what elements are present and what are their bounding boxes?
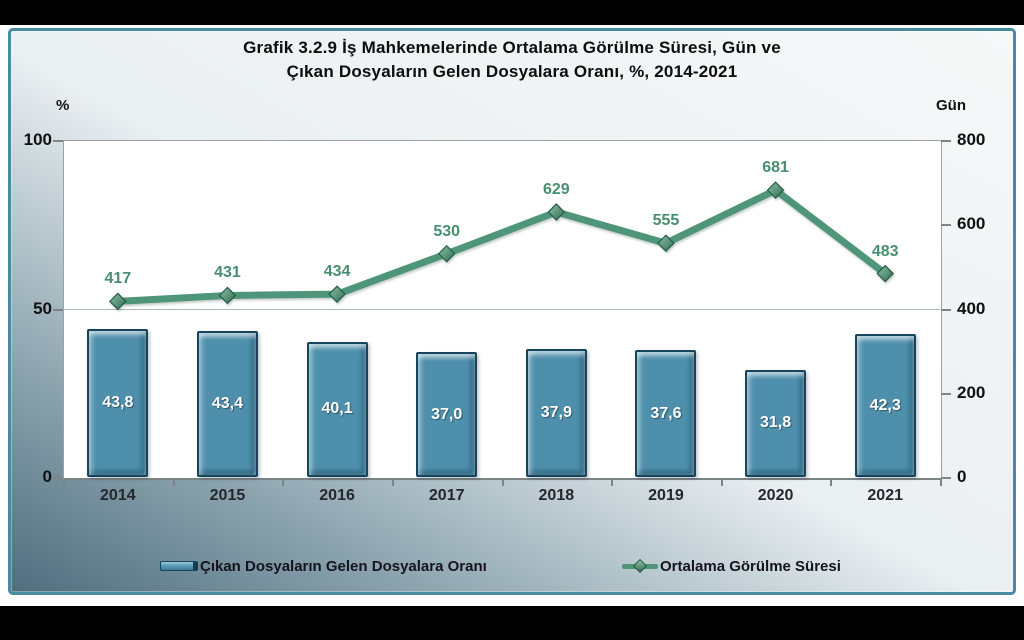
right-axis-tick-label-800: 800 — [957, 130, 986, 149]
x-axis-label-2020: 2020 — [757, 487, 794, 504]
x-axis-tick-0 — [63, 479, 65, 486]
x-axis-label-2021: 2021 — [867, 487, 903, 504]
line-value-label-2015: 431 — [214, 264, 241, 282]
bar-2019 — [635, 350, 697, 477]
line-value-label-2016: 434 — [323, 263, 351, 281]
bar-2021 — [854, 334, 916, 477]
bar-series-legend-icon — [160, 561, 198, 571]
right-axis-tick-200 — [941, 392, 951, 395]
x-axis-label-2016: 2016 — [319, 487, 355, 504]
x-axis-tick-8 — [940, 479, 942, 486]
right-axis-tick-0 — [941, 477, 951, 479]
bar-value-label-2017: 37,0 — [431, 405, 463, 423]
left-axis-tick-label-100: 100 — [23, 130, 52, 149]
left-axis-tick-label-50: 50 — [33, 298, 52, 318]
bar-value-label-2014: 43,8 — [102, 394, 134, 412]
line-marker-2014 — [108, 292, 127, 311]
x-axis-tick-7 — [830, 479, 833, 486]
legend-item-bars: Çıkan Dosyaların Gelen Dosyalara Oranı — [160, 556, 487, 576]
bar-2015 — [196, 330, 258, 477]
chart-title-line1: Grafik 3.2.9 İş Mahkemelerinde Ortalama … — [243, 38, 781, 57]
x-axis-tick-1 — [172, 479, 175, 486]
x-axis-tick-3 — [391, 479, 394, 486]
left-axis-tick-0 — [53, 477, 63, 479]
x-axis-tick-4 — [501, 479, 504, 486]
line-marker-2015 — [218, 286, 237, 305]
legend-label-bars: Çıkan Dosyaların Gelen Dosyalara Oranı — [200, 557, 487, 575]
left-axis-tick-50 — [53, 308, 63, 311]
line-marker-2020 — [766, 181, 785, 199]
chart-title-line2: Çıkan Dosyaların Gelen Dosyalara Oranı, … — [286, 62, 738, 81]
right-axis-unit-label: Gün — [936, 97, 966, 114]
line-value-label-2021: 483 — [871, 242, 899, 260]
line-marker-2021 — [876, 264, 895, 283]
left-axis-tick-100 — [53, 140, 63, 142]
bar-value-label-2020: 31,8 — [759, 414, 792, 432]
x-axis-label-2015: 2015 — [209, 487, 246, 504]
right-axis-tick-label-200: 200 — [957, 382, 986, 402]
line-marker-2018 — [547, 203, 566, 221]
left-axis-unit-label: % — [56, 97, 70, 114]
legend-item-line: Ortalama Görülme Süresi — [622, 556, 841, 576]
right-axis-tick-800 — [941, 140, 951, 142]
top-frame-bar — [0, 0, 1024, 25]
x-axis-label-2017: 2017 — [428, 487, 465, 504]
bar-value-label-2018: 37,9 — [540, 404, 572, 422]
legend-label-line: Ortalama Görülme Süresi — [660, 557, 841, 575]
bar-2016 — [306, 341, 368, 477]
bar-2018 — [525, 349, 587, 477]
line-value-label-2019: 555 — [652, 212, 680, 230]
line-value-label-2020: 681 — [762, 159, 789, 177]
bar-value-label-2019: 37,6 — [650, 404, 682, 422]
x-axis-tick-5 — [611, 479, 614, 486]
right-axis-tick-label-600: 600 — [957, 214, 986, 234]
right-axis-tick-600 — [941, 224, 951, 227]
x-axis-tick-2 — [282, 479, 285, 486]
bar-value-label-2016: 40,1 — [321, 400, 353, 418]
line-path — [114, 186, 889, 305]
right-axis-tick-400 — [941, 308, 951, 311]
line-value-label-2017: 530 — [433, 222, 461, 240]
line-marker-2019 — [657, 234, 675, 253]
x-axis-label-2019: 2019 — [648, 487, 684, 504]
line-marker-2016 — [328, 285, 346, 304]
x-axis-label-2018: 2018 — [538, 487, 575, 504]
chart-title: Grafik 3.2.9 İş Mahkemelerinde Ortalama … — [0, 36, 1024, 84]
line-series — [108, 181, 895, 311]
gridline-50 — [63, 308, 940, 310]
bar-2017 — [416, 352, 478, 477]
x-axis-tick-6 — [720, 479, 723, 486]
line-value-label-2018: 629 — [542, 181, 570, 199]
line-value-label-2014: 417 — [104, 270, 132, 288]
bar-2014 — [87, 329, 149, 477]
bottom-frame-bar — [0, 606, 1024, 640]
bar-value-label-2021: 42,3 — [869, 396, 901, 414]
right-axis-tick-label-0: 0 — [957, 467, 967, 486]
bar-value-label-2015: 43,4 — [211, 394, 243, 412]
left-axis-tick-label-0: 0 — [42, 467, 52, 486]
right-axis-tick-label-400: 400 — [957, 298, 986, 318]
line-marker-2017 — [437, 244, 456, 263]
bar-2020 — [745, 369, 807, 477]
x-axis-label-2014: 2014 — [100, 487, 136, 504]
line-series-legend-icon — [622, 558, 658, 574]
